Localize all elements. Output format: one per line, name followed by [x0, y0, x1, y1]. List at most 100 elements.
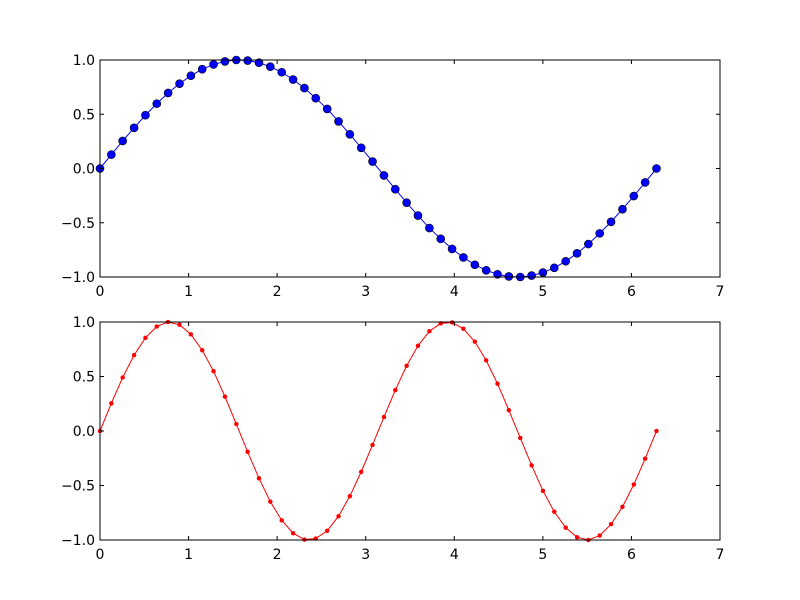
data-point: [152, 99, 162, 108]
data-point: [209, 60, 218, 69]
axes-frame: [99, 321, 721, 541]
data-point: [245, 449, 250, 455]
data-point: [381, 414, 387, 420]
data-point: [608, 521, 614, 527]
data-point: [368, 157, 377, 166]
data-point: [234, 421, 239, 427]
x-tick-label: 0: [96, 284, 105, 300]
data-point: [561, 256, 571, 266]
data-point: [141, 110, 150, 120]
data-point: [277, 67, 287, 77]
x-tick-label: 7: [716, 547, 725, 563]
bottom-subplot: 0 1 2 3 4 5 6 7 −1.0 −0.5 0.0 0.5 1.0: [61, 315, 724, 563]
y-tick-label: −0.5: [61, 479, 95, 495]
data-point: [540, 488, 546, 494]
data-point: [324, 528, 330, 533]
y-tick-label: 0.0: [73, 162, 95, 178]
x-tick-label: 3: [361, 547, 370, 563]
series-line: [99, 59, 657, 278]
data-point: [120, 375, 125, 380]
data-point: [495, 381, 500, 386]
data-point: [268, 499, 273, 504]
data-point: [175, 79, 184, 88]
data-point: [631, 482, 637, 487]
data-point: [222, 394, 228, 399]
data-point: [504, 272, 514, 281]
data-point: [606, 217, 616, 227]
x-tick-label: 6: [627, 547, 636, 563]
top-subplot: 0 1 2 3 4 5 6 7 −1.0 −0.5 0.0 0.5 1.0: [61, 53, 724, 300]
data-point: [549, 263, 559, 273]
x-tick-label: 4: [450, 547, 459, 563]
data-point: [459, 253, 468, 262]
data-point: [518, 435, 523, 441]
data-point: [336, 513, 341, 519]
data-point: [552, 509, 557, 515]
data-point: [618, 204, 627, 214]
y-tick-label: 1.0: [73, 53, 95, 69]
data-point: [563, 525, 568, 530]
data-point: [629, 191, 639, 201]
data-point: [506, 407, 512, 413]
data-point: [379, 171, 389, 180]
data-point: [481, 265, 491, 275]
x-tick-label: 6: [627, 284, 636, 300]
data-point: [211, 368, 216, 374]
x-tick-label: 7: [716, 284, 725, 300]
data-point: [143, 335, 148, 341]
data-point: [584, 239, 593, 249]
y-tick-label: −1.0: [61, 270, 95, 286]
data-point: [470, 260, 480, 270]
data-point: [266, 62, 275, 72]
data-point: [652, 164, 661, 173]
data-point: [197, 64, 207, 74]
x-tick-label: 5: [538, 284, 547, 300]
x-tick-label: 2: [273, 547, 282, 563]
data-point: [154, 324, 160, 329]
x-tick-label: 1: [184, 547, 193, 563]
data-point: [356, 143, 366, 153]
data-point: [288, 75, 298, 84]
x-tick-label: 5: [538, 547, 547, 563]
data-point: [199, 347, 205, 353]
y-tick-label: 0.0: [73, 424, 95, 440]
data-point: [129, 123, 139, 133]
data-point: [415, 343, 421, 349]
data-point: [370, 442, 375, 448]
data-point: [322, 104, 332, 114]
data-point: [447, 244, 457, 254]
data-point: [163, 88, 173, 98]
data-point: [131, 352, 137, 358]
data-point: [404, 363, 409, 369]
data-point: [311, 93, 321, 103]
x-tick-label: 2: [273, 284, 282, 300]
data-point: [461, 326, 466, 332]
data-point: [620, 504, 625, 510]
data-point: [345, 130, 355, 139]
data-point: [640, 178, 650, 187]
data-point: [393, 387, 398, 393]
data-point: [290, 530, 296, 536]
axes-frame: [99, 59, 721, 278]
data-point: [427, 329, 432, 334]
data-point: [413, 211, 423, 220]
x-tick-label: 4: [450, 284, 459, 300]
data-point: [402, 198, 411, 207]
series-line: [99, 321, 657, 541]
data-point: [220, 57, 230, 66]
data-point: [595, 229, 605, 238]
data-point: [654, 428, 659, 434]
data-point: [177, 322, 182, 327]
data-point: [243, 56, 252, 65]
data-point: [109, 401, 114, 406]
data-point: [334, 117, 343, 126]
x-tick-label: 0: [96, 547, 105, 563]
data-point: [493, 269, 502, 279]
x-tick-label: 1: [184, 284, 193, 300]
data-point: [300, 83, 309, 93]
data-point: [436, 234, 446, 244]
y-tick-label: 0.5: [73, 370, 95, 386]
data-point: [483, 358, 489, 363]
data-point: [254, 58, 264, 68]
